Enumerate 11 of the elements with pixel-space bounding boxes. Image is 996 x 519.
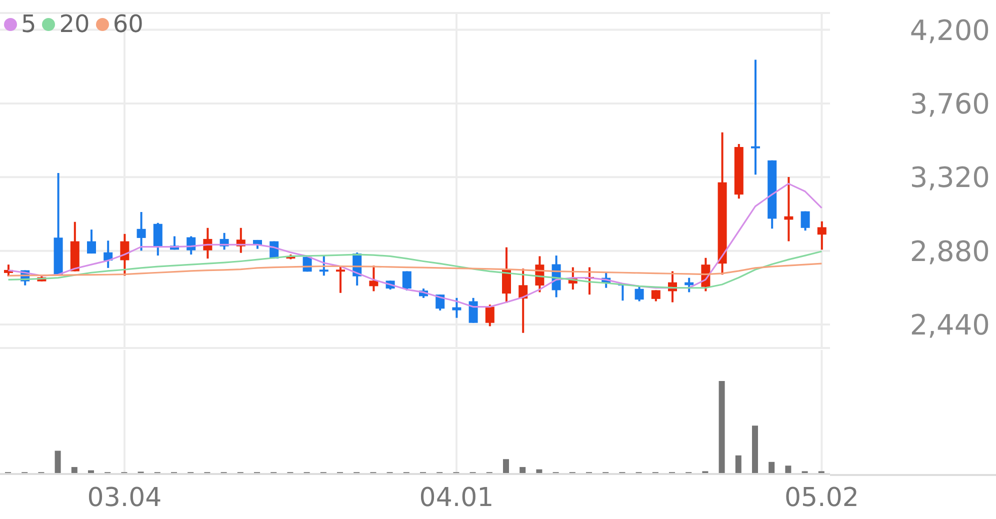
y-tick-label: 3,320: [910, 161, 990, 194]
legend-label: 60: [112, 10, 144, 38]
x-tick-label: 04.01: [419, 483, 494, 513]
legend-label: 20: [59, 10, 90, 38]
y-tick-label: 2,880: [910, 234, 990, 268]
y-tick-label: 3,760: [910, 87, 990, 120]
legend-label: 5: [21, 10, 36, 38]
x-tick-label: 05.02: [784, 483, 859, 513]
y-tick-label: 2,440: [910, 308, 990, 342]
x-tick-label: 03.04: [87, 483, 162, 513]
y-tick-label: 4,200: [910, 14, 990, 47]
